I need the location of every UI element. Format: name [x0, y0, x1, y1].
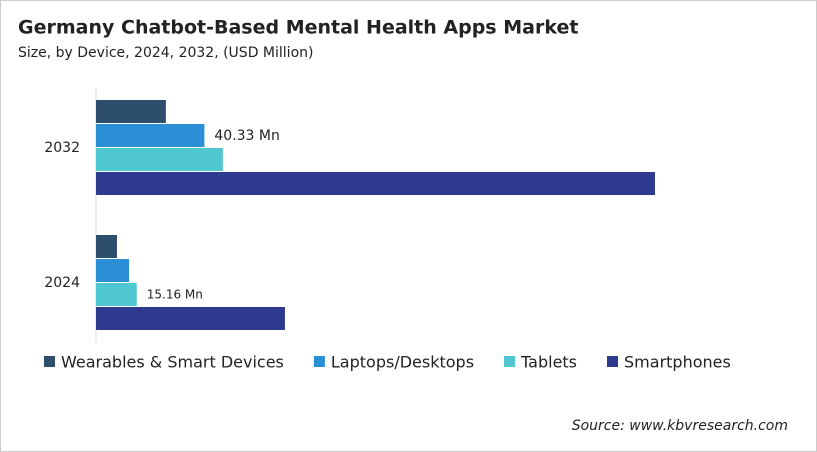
bar — [96, 172, 655, 195]
data-label: 15.16 Mn — [147, 288, 203, 302]
legend-swatch — [313, 356, 325, 367]
bar — [96, 307, 285, 330]
legend-swatch — [607, 356, 619, 367]
bar — [96, 100, 166, 123]
data-label: 40.33 Mn — [214, 128, 279, 144]
bar — [96, 235, 117, 258]
legend-label: Wearables & Smart Devices — [61, 353, 284, 372]
bar — [96, 148, 223, 171]
bar — [96, 283, 137, 306]
legend-label: Smartphones — [624, 353, 731, 372]
y-tick-label: 2032 — [44, 140, 80, 156]
legend-label: Tablets — [520, 353, 577, 372]
bar — [96, 124, 205, 147]
chart-subtitle: Size, by Device, 2024, 2032, (USD Millio… — [18, 45, 313, 61]
source: Source: www.kbvresearch.com — [572, 418, 788, 434]
legend-swatch — [504, 356, 516, 367]
chart-title: Germany Chatbot-Based Mental Health Apps… — [18, 17, 578, 39]
legend-label: Laptops/Desktops — [331, 353, 474, 372]
y-tick-label: 2024 — [44, 275, 80, 291]
legend-swatch — [44, 356, 55, 367]
bar — [96, 259, 130, 282]
